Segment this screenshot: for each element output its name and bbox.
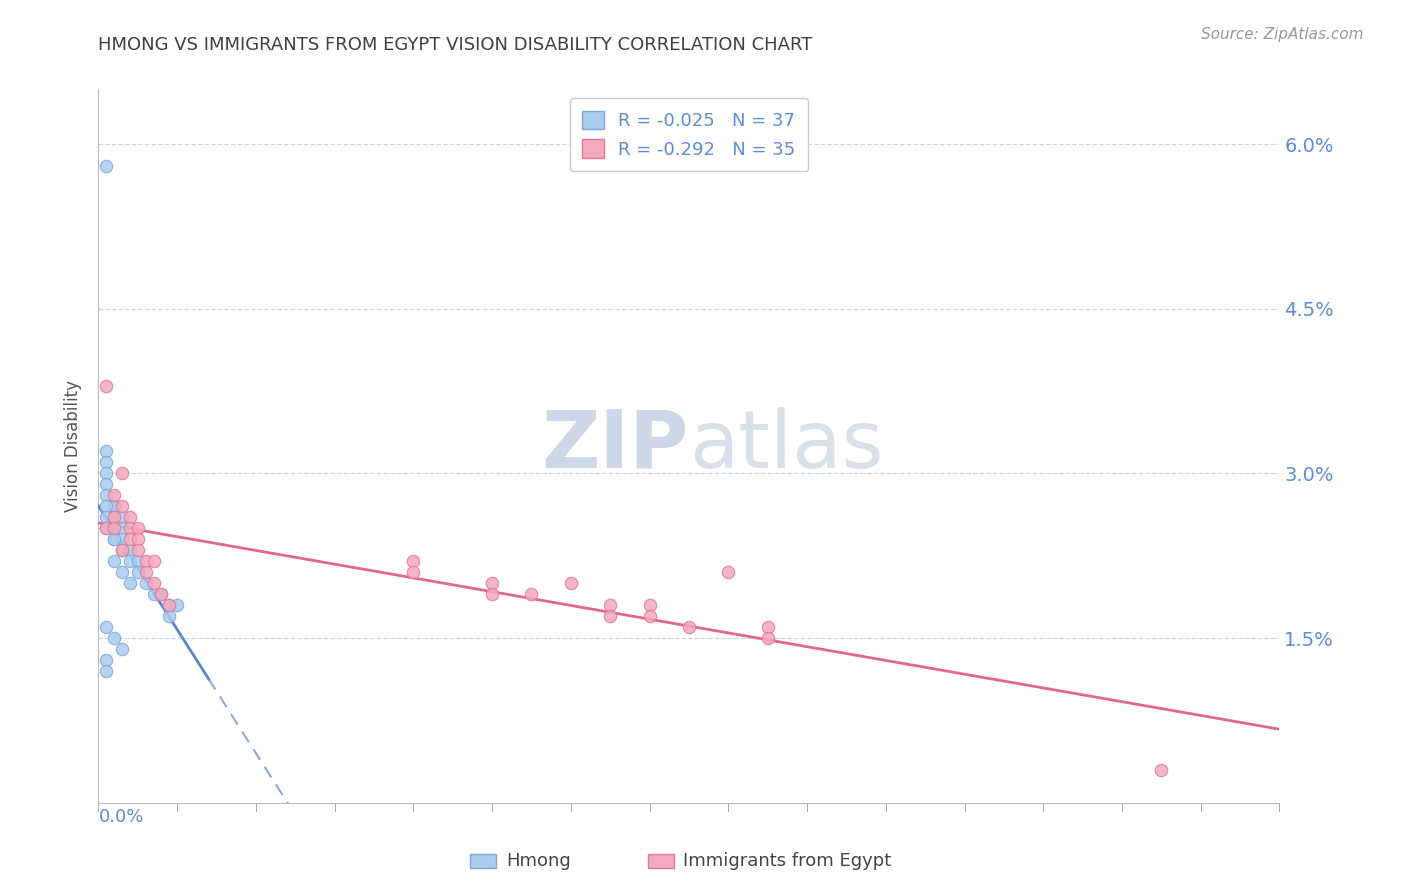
Point	[481, 587, 503, 601]
Point	[96, 378, 118, 392]
Point	[111, 500, 134, 514]
Point	[96, 455, 118, 469]
Point	[96, 444, 118, 458]
Point	[1150, 763, 1173, 777]
Point	[111, 467, 134, 481]
Point	[157, 609, 180, 624]
Text: Source: ZipAtlas.com: Source: ZipAtlas.com	[1201, 27, 1364, 42]
Point	[166, 598, 188, 612]
Point	[96, 500, 118, 514]
Point	[135, 566, 157, 580]
Point	[111, 521, 134, 535]
Point	[96, 653, 118, 667]
Point	[127, 543, 149, 558]
Point	[111, 642, 134, 657]
Point	[127, 554, 149, 568]
Point	[103, 631, 125, 645]
Point	[96, 620, 118, 634]
FancyBboxPatch shape	[471, 855, 496, 869]
Point	[118, 521, 141, 535]
Point	[111, 543, 134, 558]
Point	[103, 533, 125, 547]
Point	[96, 467, 118, 481]
Point	[481, 576, 503, 591]
Point	[96, 488, 118, 502]
Point	[111, 566, 134, 580]
Point	[118, 533, 141, 547]
Point	[103, 500, 125, 514]
Point	[520, 587, 543, 601]
Point	[96, 159, 118, 173]
Point	[118, 510, 141, 524]
FancyBboxPatch shape	[648, 855, 673, 869]
Point	[756, 631, 779, 645]
Point	[756, 620, 779, 634]
Point	[118, 554, 141, 568]
Point	[402, 566, 425, 580]
Text: ZIP: ZIP	[541, 407, 689, 485]
Text: Hmong: Hmong	[506, 853, 571, 871]
Point	[103, 510, 125, 524]
Point	[96, 664, 118, 678]
Point	[157, 598, 180, 612]
Point	[103, 510, 125, 524]
Point	[127, 521, 149, 535]
Point	[402, 554, 425, 568]
Point	[103, 533, 125, 547]
Point	[111, 510, 134, 524]
Point	[111, 543, 134, 558]
Point	[142, 576, 165, 591]
Point	[127, 566, 149, 580]
Y-axis label: Vision Disability: Vision Disability	[65, 380, 83, 512]
Point	[599, 598, 621, 612]
Point	[96, 521, 118, 535]
Legend: R = -0.025   N = 37, R = -0.292   N = 35: R = -0.025 N = 37, R = -0.292 N = 35	[569, 98, 808, 171]
Point	[96, 477, 118, 491]
Point	[118, 576, 141, 591]
Point	[638, 609, 661, 624]
Point	[103, 500, 125, 514]
Point	[135, 554, 157, 568]
Point	[103, 488, 125, 502]
Point	[96, 510, 118, 524]
Point	[560, 576, 582, 591]
Text: atlas: atlas	[689, 407, 883, 485]
Point	[678, 620, 700, 634]
Point	[103, 521, 125, 535]
Point	[717, 566, 740, 580]
Text: HMONG VS IMMIGRANTS FROM EGYPT VISION DISABILITY CORRELATION CHART: HMONG VS IMMIGRANTS FROM EGYPT VISION DI…	[98, 36, 813, 54]
Point	[599, 609, 621, 624]
Point	[157, 598, 180, 612]
Text: 0.0%: 0.0%	[98, 808, 143, 826]
Point	[135, 576, 157, 591]
Point	[103, 521, 125, 535]
Point	[638, 598, 661, 612]
Point	[150, 587, 173, 601]
Point	[118, 543, 141, 558]
Point	[127, 533, 149, 547]
Point	[150, 587, 173, 601]
Point	[111, 533, 134, 547]
Point	[142, 587, 165, 601]
Point	[142, 554, 165, 568]
Point	[96, 521, 118, 535]
Text: Immigrants from Egypt: Immigrants from Egypt	[683, 853, 891, 871]
Point	[103, 554, 125, 568]
